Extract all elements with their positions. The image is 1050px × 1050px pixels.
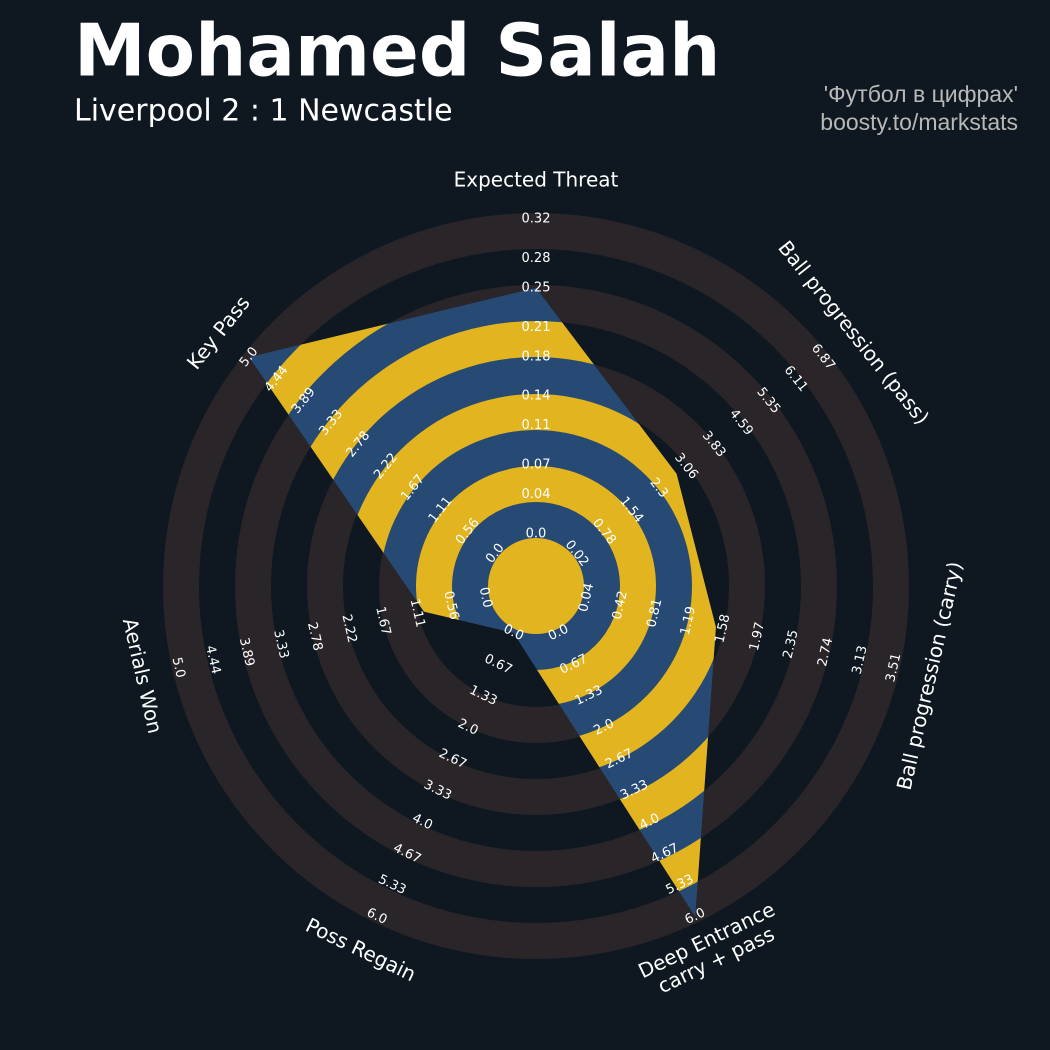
credit: boosty.to/markstats <box>820 109 1018 135</box>
tick-label: 0.25 <box>522 280 551 295</box>
tick-label: 2.22 <box>338 613 359 645</box>
tick-label: 0.07 <box>522 458 551 473</box>
credit: 'Футбол в цифрах' <box>824 81 1018 107</box>
tick-label: 3.33 <box>270 628 291 660</box>
tick-label: 0.81 <box>644 597 665 629</box>
tick-label: 0.56 <box>440 590 461 622</box>
tick-label: 0.28 <box>522 251 551 266</box>
tick-label: 0.18 <box>522 349 551 364</box>
tick-label: 0.21 <box>522 320 551 335</box>
tick-label: 5.0 <box>169 656 188 680</box>
chart-title: Mohamed Salah <box>74 9 720 93</box>
tick-label: 1.97 <box>747 621 768 653</box>
tick-label: 0.04 <box>576 582 597 614</box>
tick-label: 2.78 <box>304 621 325 653</box>
radar-ring <box>488 538 584 634</box>
tick-label: 1.58 <box>712 613 733 645</box>
tick-label: 0.42 <box>610 589 631 621</box>
tick-label: 1.67 <box>372 605 393 637</box>
tick-label: 2.35 <box>781 628 802 660</box>
tick-label: 1.19 <box>678 605 699 637</box>
tick-label: 0.14 <box>522 389 551 404</box>
tick-label: 3.89 <box>236 636 257 668</box>
chart-subtitle: Liverpool 2 : 1 Newcastle <box>74 94 453 129</box>
tick-label: 1.11 <box>407 597 428 629</box>
tick-label: 4.44 <box>202 644 223 676</box>
tick-label: 0.04 <box>522 487 551 502</box>
tick-label: 3.13 <box>850 644 871 676</box>
tick-label: 2.74 <box>815 636 836 668</box>
tick-label: 0.32 <box>522 212 551 227</box>
tick-label: 3.51 <box>883 652 904 684</box>
tick-label: 0.0 <box>526 527 547 542</box>
category-label: Expected Threat <box>454 168 619 192</box>
tick-label: 0.0 <box>476 586 495 610</box>
tick-label: 0.11 <box>522 418 551 433</box>
